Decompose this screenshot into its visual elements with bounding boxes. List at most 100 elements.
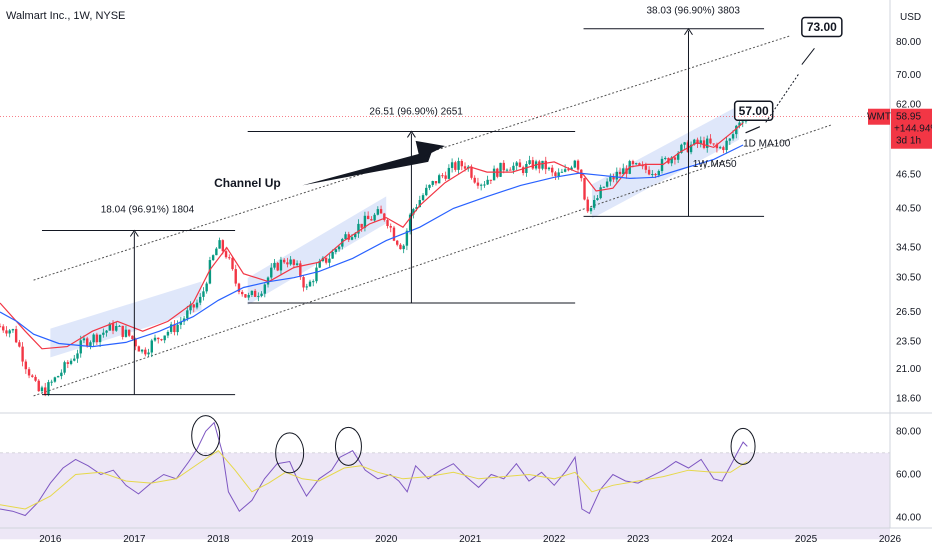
candle-body-91 — [292, 259, 296, 265]
candle-body-54 — [173, 324, 176, 333]
candle-body-109 — [350, 237, 354, 240]
candle-body-222 — [715, 144, 719, 149]
candle-body-103 — [331, 251, 334, 259]
candle-body-4 — [11, 329, 15, 331]
candle-body-185 — [596, 198, 599, 201]
candle-body-160 — [515, 162, 518, 166]
candle-body-34 — [108, 323, 111, 331]
candle-body-20 — [63, 362, 66, 373]
candle-body-164 — [528, 160, 531, 164]
rsi-peak-circle-2 — [275, 432, 305, 474]
candle-body-112 — [360, 223, 363, 228]
price-tick-6: 34.50 — [896, 243, 921, 254]
candle-body-13 — [40, 387, 44, 392]
candle-body-19 — [60, 372, 63, 377]
candle-body-87 — [279, 259, 283, 271]
candle-body-98 — [315, 267, 318, 282]
candle-body-183 — [589, 207, 593, 212]
candle-body-28 — [89, 342, 92, 346]
candle-body-73 — [234, 269, 237, 284]
candle-body-111 — [357, 223, 360, 234]
candle-body-137 — [441, 175, 444, 177]
candle-body-8 — [24, 361, 28, 370]
candle-body-162 — [521, 167, 525, 173]
candle-body-163 — [525, 163, 528, 173]
candle-body-188 — [605, 181, 609, 187]
candle-body-132 — [425, 187, 428, 196]
candle-body-56 — [179, 321, 183, 325]
candle-body-26 — [82, 338, 86, 341]
year-tick-2025: 2025 — [795, 534, 818, 545]
rsi-band — [0, 452, 890, 540]
rsi-peak-circle-3 — [334, 426, 362, 466]
candle-body-147 — [473, 177, 476, 183]
candle-body-149 — [479, 184, 483, 186]
price-tick-5: 40.50 — [896, 203, 921, 214]
candle-body-44 — [140, 349, 144, 352]
candle-body-59 — [189, 304, 192, 311]
candle-body-193 — [622, 168, 625, 175]
candle-body-96 — [308, 281, 312, 287]
candle-body-24 — [76, 353, 79, 359]
candle-body-217 — [699, 140, 702, 145]
candle-body-120 — [386, 220, 389, 227]
candle-body-62 — [199, 296, 202, 303]
price-tick-10: 21.00 — [896, 364, 921, 375]
candle-body-90 — [289, 259, 292, 265]
change-percent: +144.94% — [894, 124, 932, 135]
candle-body-85 — [273, 262, 276, 268]
candle-body-17 — [53, 377, 57, 382]
candle-body-152 — [489, 179, 493, 181]
ma100-label: 1D MA100 — [743, 138, 791, 149]
candle-body-97 — [312, 281, 315, 283]
candle-body-25 — [79, 340, 82, 354]
candle-body-93 — [299, 263, 302, 278]
candle-body-11 — [34, 376, 37, 381]
candle-body-113 — [363, 215, 367, 228]
candle-body-139 — [447, 167, 451, 179]
candle-body-47 — [150, 340, 153, 353]
rsi-line — [0, 421, 748, 517]
candle-body-211 — [680, 144, 683, 153]
year-tick-2017: 2017 — [123, 534, 146, 545]
candle-body-23 — [73, 358, 76, 361]
year-tick-2023: 2023 — [627, 534, 650, 545]
candle-body-110 — [354, 233, 357, 238]
rsi-tick-1: 60.00 — [896, 469, 921, 480]
candle-body-3 — [8, 330, 11, 334]
candle-body-92 — [295, 263, 299, 265]
candle-body-138 — [444, 175, 447, 179]
channel-up-arrow — [302, 150, 433, 186]
candle-body-220 — [709, 138, 712, 144]
candle-body-69 — [221, 240, 225, 252]
candle-body-191 — [615, 171, 618, 180]
candle-body-133 — [428, 184, 431, 188]
candle-body-167 — [538, 161, 541, 169]
candle-body-29 — [92, 334, 95, 343]
candle-body-22 — [69, 360, 73, 364]
target-57-pointer — [745, 126, 761, 134]
target-57-box — [733, 100, 774, 122]
rsi-ma-line — [0, 450, 748, 510]
channel-highlight-3 — [591, 105, 739, 219]
ma50-line — [0, 144, 744, 348]
candle-body-32 — [102, 332, 105, 335]
candle-body-49 — [157, 337, 160, 340]
candle-body-216 — [696, 139, 699, 145]
candle-body-127 — [408, 214, 412, 231]
candle-body-77 — [247, 294, 250, 298]
price-tick-4: 46.50 — [896, 170, 921, 181]
target-73-label: 73.00 — [807, 20, 837, 34]
candle-body-157 — [505, 169, 509, 171]
candle-body-94 — [302, 277, 305, 288]
price-tick-11: 18.60 — [896, 394, 921, 405]
candle-body-58 — [186, 310, 189, 319]
candle-body-135 — [434, 181, 438, 184]
candle-body-86 — [276, 262, 279, 271]
candle-body-31 — [98, 334, 102, 343]
candle-body-80 — [257, 295, 260, 297]
year-tick-2020: 2020 — [375, 534, 398, 545]
price-tick-9: 23.50 — [896, 336, 921, 347]
candle-body-155 — [499, 162, 502, 177]
